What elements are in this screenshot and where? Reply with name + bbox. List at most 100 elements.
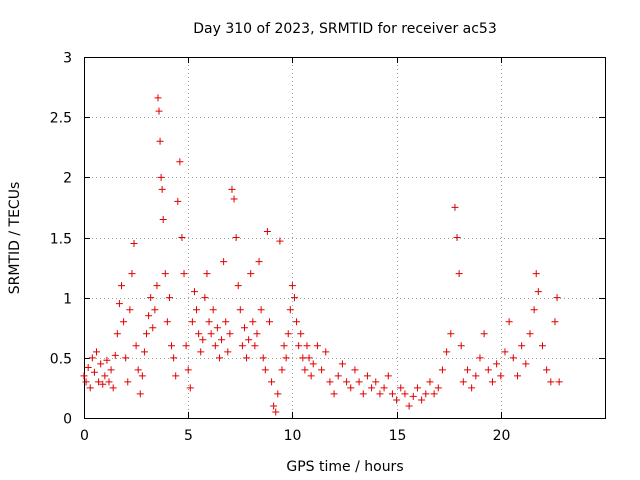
data-point — [274, 390, 282, 398]
data-point — [497, 372, 505, 380]
data-point — [259, 354, 267, 362]
data-point — [158, 185, 166, 193]
data-point — [136, 390, 144, 398]
data-point — [430, 390, 438, 398]
data-point — [263, 227, 271, 235]
data-point — [176, 158, 184, 166]
data-point — [376, 390, 384, 398]
data-point — [409, 392, 417, 400]
data-point — [551, 318, 559, 326]
data-point — [397, 384, 405, 392]
data-point — [257, 306, 265, 314]
data-point — [538, 342, 546, 350]
data-point — [547, 378, 555, 386]
data-point — [147, 294, 155, 302]
data-point — [86, 384, 94, 392]
data-point — [553, 294, 561, 302]
data-point — [505, 318, 513, 326]
x-axis-label: GPS time / hours — [286, 459, 403, 475]
y-tick-label: 1 — [63, 292, 72, 308]
data-point — [555, 378, 563, 386]
data-point — [278, 366, 286, 374]
y-tick-label: 3 — [63, 51, 72, 67]
data-point — [215, 354, 223, 362]
data-point — [451, 203, 459, 211]
data-point — [130, 240, 138, 248]
data-point — [120, 318, 128, 326]
data-point — [124, 378, 132, 386]
data-point — [468, 384, 476, 392]
data-point — [163, 318, 171, 326]
data-point — [195, 330, 203, 338]
data-point — [93, 348, 101, 356]
data-point — [534, 288, 542, 296]
data-point — [88, 354, 96, 362]
data-point — [363, 372, 371, 380]
data-point — [251, 342, 259, 350]
data-point — [80, 372, 88, 380]
data-point — [509, 354, 517, 362]
data-point — [182, 342, 190, 350]
data-point — [295, 342, 303, 350]
data-point — [197, 348, 205, 356]
data-point — [172, 372, 180, 380]
data-point — [270, 402, 278, 410]
x-tick-label: 10 — [284, 428, 302, 444]
data-point — [480, 330, 488, 338]
data-point — [95, 378, 103, 386]
grid-lines — [84, 57, 605, 418]
data-point — [153, 282, 161, 290]
data-point — [97, 360, 105, 368]
data-point — [207, 330, 215, 338]
data-point — [463, 366, 471, 374]
data-point — [232, 234, 240, 241]
data-point — [230, 195, 238, 203]
y-tick-label: 1.5 — [50, 232, 72, 248]
data-point — [140, 348, 148, 356]
data-point — [334, 372, 342, 380]
data-point — [159, 215, 167, 223]
data-point — [472, 372, 480, 380]
data-point — [488, 378, 496, 386]
data-point — [155, 107, 163, 115]
data-point — [234, 282, 242, 290]
chart-title: Day 310 of 2023, SRMTID for receiver ac5… — [193, 21, 497, 37]
data-point — [134, 366, 142, 374]
data-point — [126, 306, 134, 314]
data-point — [220, 258, 228, 266]
data-point — [476, 354, 484, 362]
data-point — [224, 348, 232, 356]
data-point — [322, 348, 330, 356]
data-point — [151, 306, 159, 314]
data-point — [161, 270, 169, 278]
y-tick-label: 0.5 — [50, 352, 72, 368]
y-tick-label: 2 — [63, 171, 72, 187]
x-tick-label: 5 — [184, 428, 193, 444]
data-point — [453, 234, 461, 241]
data-point — [209, 306, 217, 314]
data-point — [355, 378, 363, 386]
data-point — [372, 378, 380, 386]
data-point — [351, 366, 359, 374]
data-point — [143, 330, 151, 338]
data-point — [190, 288, 198, 296]
data-point — [276, 237, 284, 245]
x-tick-label: 20 — [493, 428, 511, 444]
data-point — [457, 342, 465, 350]
data-point — [218, 336, 226, 344]
data-point — [184, 366, 192, 374]
data-point — [99, 380, 107, 388]
data-point — [272, 408, 280, 416]
data-point — [418, 396, 426, 404]
data-points — [80, 94, 563, 416]
data-point — [149, 324, 157, 332]
data-point — [180, 270, 188, 278]
data-point — [401, 390, 409, 398]
data-point — [145, 312, 153, 320]
data-point — [109, 384, 117, 392]
data-point — [193, 306, 201, 314]
data-point — [238, 342, 246, 350]
data-point — [543, 366, 551, 374]
data-point — [111, 351, 119, 359]
